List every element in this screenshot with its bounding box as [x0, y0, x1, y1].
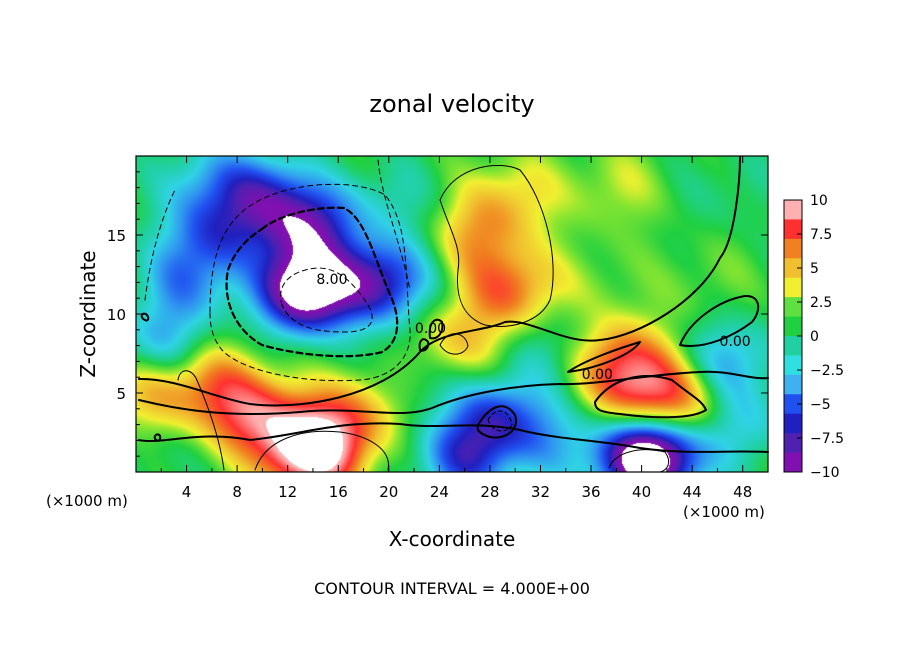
- x-tick-label: 12: [278, 483, 297, 501]
- colorbar-cell: [784, 452, 802, 473]
- colorbar-cell: [784, 297, 802, 318]
- plot-area: [136, 156, 768, 472]
- colorbar-tick-label: 10: [810, 193, 828, 209]
- colorbar-cell: [784, 219, 802, 240]
- colorbar-cell: [784, 238, 802, 259]
- colorbar-cell: [784, 316, 802, 337]
- x-tick-label: 44: [683, 483, 702, 501]
- y-tick-label: 5: [116, 385, 126, 403]
- y-tick-label: 15: [107, 227, 126, 245]
- heatmap-field: [136, 156, 768, 472]
- x-tick-label: 20: [379, 483, 398, 501]
- x-tick-label: 16: [329, 483, 348, 501]
- colorbar-cell: [784, 336, 802, 356]
- y-axis-label: Z-coordinate: [76, 250, 100, 377]
- x-unit-left: (×1000 m): [46, 492, 128, 510]
- colorbar-tick-label: 2.5: [810, 295, 832, 311]
- contour-interval-footer: CONTOUR INTERVAL = 4.000E+00: [314, 579, 590, 598]
- colorbar-cell: [784, 277, 802, 298]
- colorbar-cell: [784, 258, 802, 279]
- colorbar-tick-label: −5: [810, 397, 831, 413]
- x-tick-label: 24: [430, 483, 449, 501]
- x-tick-label: 28: [480, 483, 499, 501]
- colorbar-tick-label: 0: [810, 329, 819, 345]
- chart-title: zonal velocity: [369, 90, 534, 118]
- x-tick-label: 36: [581, 483, 600, 501]
- contour-label: 0.00: [582, 367, 613, 383]
- colorbar-cell: [784, 355, 802, 376]
- colorbar-cell: [784, 413, 802, 434]
- colorbar-tick-label: 5: [810, 261, 819, 277]
- x-tick-label: 48: [733, 483, 752, 501]
- contour-labels: 8.00 0.00 0.00 0.00: [316, 272, 750, 383]
- colorbar: 10 7.5 5 2.5 0 −2.5 −5 −7.5 −10: [783, 193, 844, 481]
- x-tick-label: 32: [531, 483, 550, 501]
- x-tick-label: 8: [232, 483, 242, 501]
- contour-label: 8.00: [316, 272, 347, 288]
- colorbar-ticks: 10 7.5 5 2.5 0 −2.5 −5 −7.5 −10: [797, 193, 844, 481]
- colorbar-cells: [784, 200, 802, 473]
- colorbar-tick-label: −7.5: [810, 431, 844, 447]
- colorbar-tick-label: −2.5: [810, 363, 844, 379]
- x-unit-right: (×1000 m): [683, 503, 765, 521]
- colorbar-cell: [784, 433, 802, 454]
- contour-label: 0.00: [415, 321, 446, 337]
- colorbar-tick-label: 7.5: [810, 227, 832, 243]
- colorbar-cell: [784, 394, 802, 415]
- x-axis-label: X-coordinate: [389, 527, 516, 551]
- contour-lines: [138, 156, 769, 473]
- contour-label: 0.00: [720, 334, 751, 350]
- colorbar-cell: [784, 200, 802, 220]
- colorbar-tick-label: −10: [810, 465, 840, 481]
- y-tick-label: 10: [107, 306, 126, 324]
- x-tick-label: 40: [632, 483, 651, 501]
- colorbar-cell: [784, 374, 802, 395]
- x-tick-label: 4: [182, 483, 192, 501]
